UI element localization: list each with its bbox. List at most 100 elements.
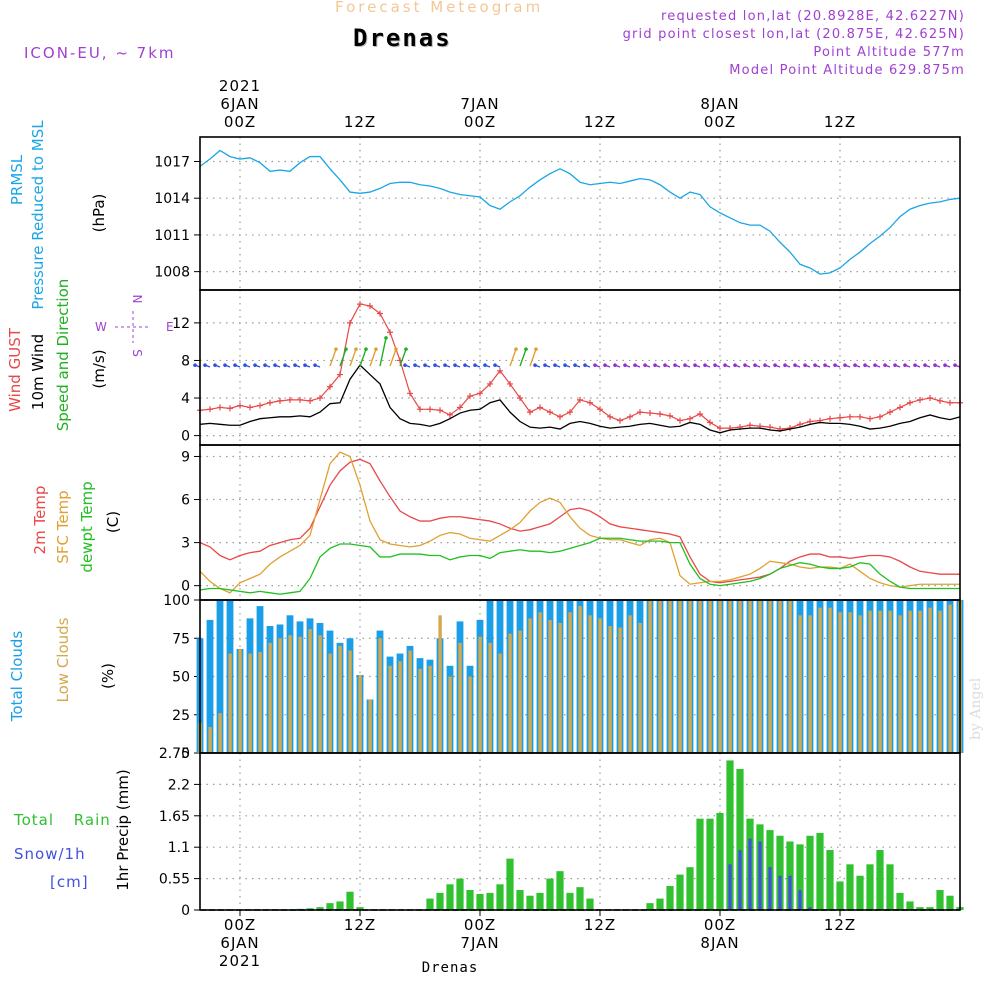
gust-marker xyxy=(707,419,713,426)
top-date-label: 7JAN xyxy=(460,95,499,113)
compass-north: N xyxy=(130,295,144,304)
rain-bar xyxy=(726,760,734,910)
low-cloud-bar xyxy=(938,610,942,753)
low-cloud-bar xyxy=(568,612,572,753)
wind-direction-arrow xyxy=(359,348,367,367)
low-cloud-bar xyxy=(208,726,212,753)
rain-bar xyxy=(546,878,554,910)
wind-direction-arrowhead xyxy=(473,363,477,367)
low-cloud-bar xyxy=(368,699,372,753)
compass-south: S xyxy=(130,349,144,357)
low-cloud-bar xyxy=(298,636,302,753)
wind-direction-arrowhead xyxy=(943,363,947,367)
wind-direction-arrowhead xyxy=(893,363,897,367)
gust-marker xyxy=(267,399,273,406)
gust-marker xyxy=(557,413,563,420)
low-cloud-bar xyxy=(918,610,922,753)
rain-bar xyxy=(696,818,704,910)
low-cloud-bar xyxy=(618,627,622,753)
gust-marker xyxy=(937,397,943,404)
y-tick-label: 2.2 xyxy=(168,777,190,793)
y-tick-label: 0 xyxy=(181,429,190,445)
model-altitude: Model Point Altitude 629.875m xyxy=(729,63,965,78)
low-cloud-bar xyxy=(308,629,312,753)
wind-direction-arrowhead xyxy=(923,363,927,367)
y-tick-label: 1014 xyxy=(154,191,190,207)
wind-direction-arrowhead xyxy=(703,363,707,367)
wind-direction-arrowhead xyxy=(603,363,607,367)
wind-direction-arrowhead xyxy=(613,363,617,367)
low-cloud-bar xyxy=(358,674,362,753)
wind-label: 10m Wind xyxy=(29,334,47,410)
wind-direction-arrow xyxy=(519,348,527,367)
low-cloud-bar xyxy=(338,645,342,753)
rain-bar xyxy=(826,850,834,910)
wind-direction-arrowhead xyxy=(293,363,297,367)
low-cloud-bar xyxy=(288,635,292,753)
wind-direction-arrowhead xyxy=(773,363,777,367)
wind-direction-arrowhead xyxy=(534,347,538,351)
wind-direction-arrowhead xyxy=(394,347,398,351)
gust-marker xyxy=(767,424,773,431)
low-cloud-bar xyxy=(228,653,232,753)
rain-bar xyxy=(686,867,694,910)
wind-direction-arrow xyxy=(369,348,377,367)
gust-marker xyxy=(207,406,213,413)
wind-direction-arrowhead xyxy=(243,363,247,367)
wind-direction-arrowhead xyxy=(873,363,877,367)
clouds-unit: (%) xyxy=(99,663,117,689)
gust-marker xyxy=(287,396,293,403)
y-tick-label: 75 xyxy=(172,631,190,647)
low-cloud-bar xyxy=(468,676,472,753)
gust-marker xyxy=(217,404,223,411)
wind-direction-arrow xyxy=(329,348,337,367)
rain-bar xyxy=(306,908,314,910)
low-cloud-bar xyxy=(238,648,242,753)
wind-direction-arrowhead xyxy=(453,363,457,367)
wind-direction-arrowhead xyxy=(203,363,207,367)
wind-direction-arrowhead xyxy=(313,363,317,367)
rain-bar xyxy=(676,874,684,910)
gust-marker xyxy=(807,418,813,425)
wind-direction-arrow xyxy=(349,348,357,367)
wind-direction-arrowhead xyxy=(253,363,257,367)
gust-marker xyxy=(747,422,753,429)
wind-direction-arrowhead xyxy=(913,363,917,367)
wind-direction-arrowhead xyxy=(283,363,287,367)
low-cloud-bar xyxy=(408,650,412,753)
low-cloud-bar xyxy=(728,600,732,753)
wind-direction-arrowhead xyxy=(653,363,657,367)
gust-marker xyxy=(237,402,243,409)
total-cloud-bar xyxy=(216,600,224,753)
gust-marker xyxy=(377,310,383,317)
top-hour-label: 00Z xyxy=(464,113,496,131)
rain-bar xyxy=(906,901,914,910)
snow-bar xyxy=(728,864,732,910)
gust-marker xyxy=(637,409,643,416)
bottom-hour-label: 12Z xyxy=(824,916,856,934)
top-hour-label: 00Z xyxy=(224,113,256,131)
y-tick-label: 0 xyxy=(181,903,190,919)
low-cloud-bar xyxy=(738,600,742,753)
grid-point: grid point closest lon,lat (20.875E, 42.… xyxy=(622,27,965,42)
rain-bar xyxy=(656,898,664,910)
rain-bar xyxy=(706,818,714,910)
gust-marker xyxy=(567,409,573,416)
rain-bar xyxy=(576,887,584,910)
pressure-sublabel: Pressure Reduced to MSL xyxy=(29,120,47,310)
wind-direction-arrowhead xyxy=(463,363,467,367)
pressure-label: PRMSL xyxy=(8,154,26,205)
wind-direction-arrowhead xyxy=(853,363,857,367)
wind-direction-arrowhead xyxy=(553,363,557,367)
wind-direction-arrowhead xyxy=(433,363,437,367)
rain-bar xyxy=(346,891,354,910)
wind-direction-arrowhead xyxy=(493,363,497,367)
gust-marker xyxy=(577,396,583,403)
gust-marker xyxy=(857,413,863,420)
low-cloud-bar xyxy=(858,615,862,753)
wind-direction-arrowhead xyxy=(213,363,217,367)
low-cloud-bar xyxy=(378,638,382,753)
wind-direction-arrowhead xyxy=(633,363,637,367)
dewpt-label: dewpt Temp xyxy=(78,481,96,572)
watermark: by Angel xyxy=(968,677,984,740)
